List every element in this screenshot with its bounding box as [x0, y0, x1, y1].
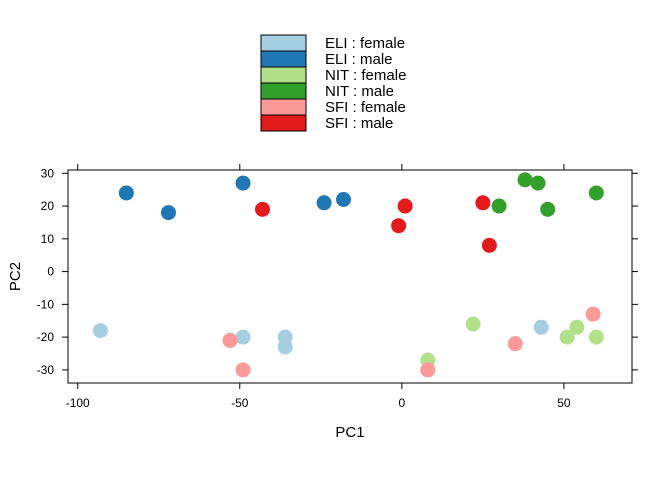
legend-label: SFI : male [325, 115, 393, 132]
y-tick-label: 0 [47, 265, 54, 279]
data-point [588, 329, 604, 345]
data-point [235, 175, 251, 191]
data-point [235, 329, 251, 345]
data-point [475, 195, 491, 211]
data-point [160, 205, 176, 221]
data-point [92, 323, 108, 339]
data-point [530, 175, 546, 191]
legend-label: NIT : female [325, 67, 406, 84]
data-point [235, 362, 251, 378]
y-tick-label: 10 [41, 232, 55, 246]
data-point [491, 198, 507, 214]
y-axis-label: PC2 [7, 262, 24, 291]
data-point [533, 319, 549, 335]
data-point [420, 362, 436, 378]
y-tick-label: -30 [37, 363, 55, 377]
data-point [569, 319, 585, 335]
y-tick-label: -20 [37, 330, 55, 344]
data-point [316, 195, 332, 211]
data-points [92, 172, 604, 378]
data-point [254, 201, 270, 217]
legend-swatch [260, 114, 307, 132]
x-axis-label: PC1 [335, 424, 364, 441]
data-point [481, 237, 497, 253]
data-point [277, 339, 293, 355]
data-point [118, 185, 134, 201]
data-point [397, 198, 413, 214]
legend-label: SFI : female [325, 99, 406, 116]
y-tick-label: 20 [41, 199, 55, 213]
legend-swatch [260, 98, 307, 116]
y-tick-label: -10 [37, 297, 55, 311]
y-tick-label: 30 [41, 166, 55, 180]
legend-label: NIT : male [325, 83, 394, 100]
legend-swatch [260, 82, 307, 100]
legend-label: ELI : female [325, 35, 405, 52]
data-point [222, 332, 238, 348]
x-tick-label: 50 [557, 396, 571, 410]
legend-swatch [260, 50, 307, 68]
data-point [465, 316, 481, 332]
data-point [507, 336, 523, 352]
x-tick-label: -100 [66, 396, 90, 410]
data-point [540, 201, 556, 217]
x-tick-label: -50 [231, 396, 249, 410]
plot-frame [67, 169, 633, 384]
data-point [336, 191, 352, 207]
data-point [585, 306, 601, 322]
data-point [517, 172, 533, 188]
data-point [391, 218, 407, 234]
legend-label: ELI : male [325, 51, 393, 68]
x-tick-label: 0 [399, 396, 406, 410]
data-point [588, 185, 604, 201]
data-point [559, 329, 575, 345]
legend-swatch [260, 34, 307, 52]
legend-swatch [260, 66, 307, 84]
